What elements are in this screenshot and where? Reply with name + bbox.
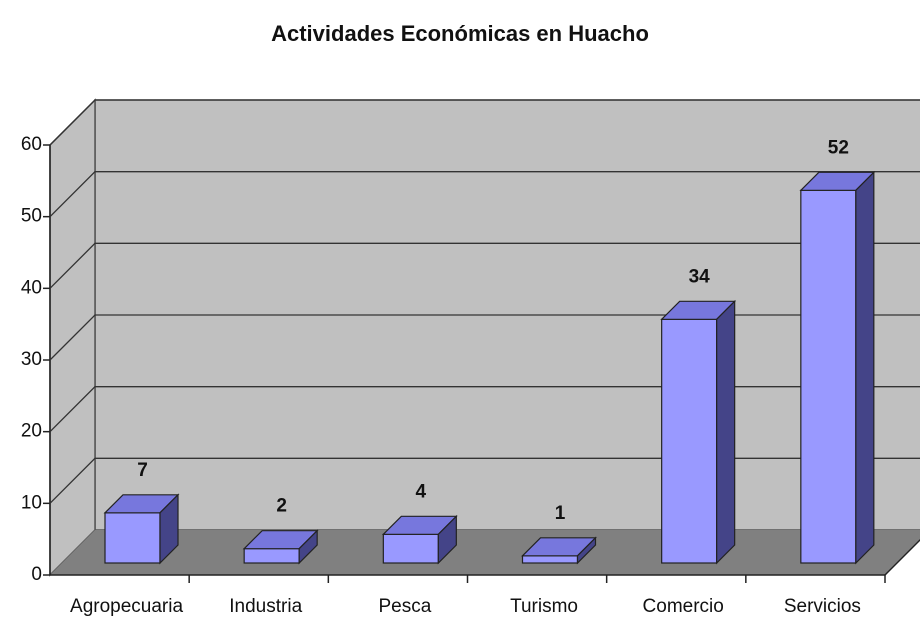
- y-tick-label: 50: [21, 206, 42, 227]
- floor-edge: [884, 538, 920, 576]
- floor: [50, 530, 920, 575]
- bar: [243, 548, 300, 564]
- bar-side: [437, 514, 457, 565]
- value-label: 2: [276, 496, 287, 517]
- bar: [382, 533, 439, 564]
- bar-side: [855, 170, 875, 565]
- x-tick-label: Servicios: [784, 596, 861, 617]
- bar: [521, 555, 579, 564]
- grid-line: [49, 386, 920, 433]
- value-label: 7: [137, 460, 148, 481]
- value-label: 34: [689, 266, 711, 287]
- bar-side: [159, 493, 179, 565]
- bar-side: [716, 299, 736, 565]
- y-tick-label: 40: [21, 277, 42, 298]
- x-tick-label: Industria: [229, 596, 302, 617]
- bar: [661, 318, 718, 564]
- value-label: 52: [828, 137, 849, 158]
- bar: [104, 512, 161, 564]
- grid-line: [49, 99, 920, 146]
- y-tick-label: 10: [21, 492, 42, 513]
- y-tick-label: 0: [31, 564, 42, 585]
- grid-line: [49, 457, 920, 504]
- y-tick-label: 60: [21, 134, 42, 155]
- bar: [800, 189, 857, 564]
- x-tick-label: Turismo: [510, 596, 578, 617]
- y-tick-label: 20: [21, 421, 42, 442]
- y-tick-label: 30: [21, 349, 42, 370]
- grid-line: [49, 314, 920, 361]
- chart-title: Actividades Económicas en Huacho: [271, 21, 649, 46]
- x-tick-label: Pesca: [378, 596, 431, 617]
- x-tick-label: Comercio: [643, 596, 724, 617]
- grid-line: [49, 171, 920, 218]
- bar-side: [298, 529, 318, 565]
- bar-side: [576, 536, 597, 565]
- value-label: 1: [555, 503, 566, 524]
- grid-line: [49, 242, 920, 289]
- x-tick-label: Agropecuaria: [70, 596, 183, 617]
- value-label: 4: [416, 481, 427, 502]
